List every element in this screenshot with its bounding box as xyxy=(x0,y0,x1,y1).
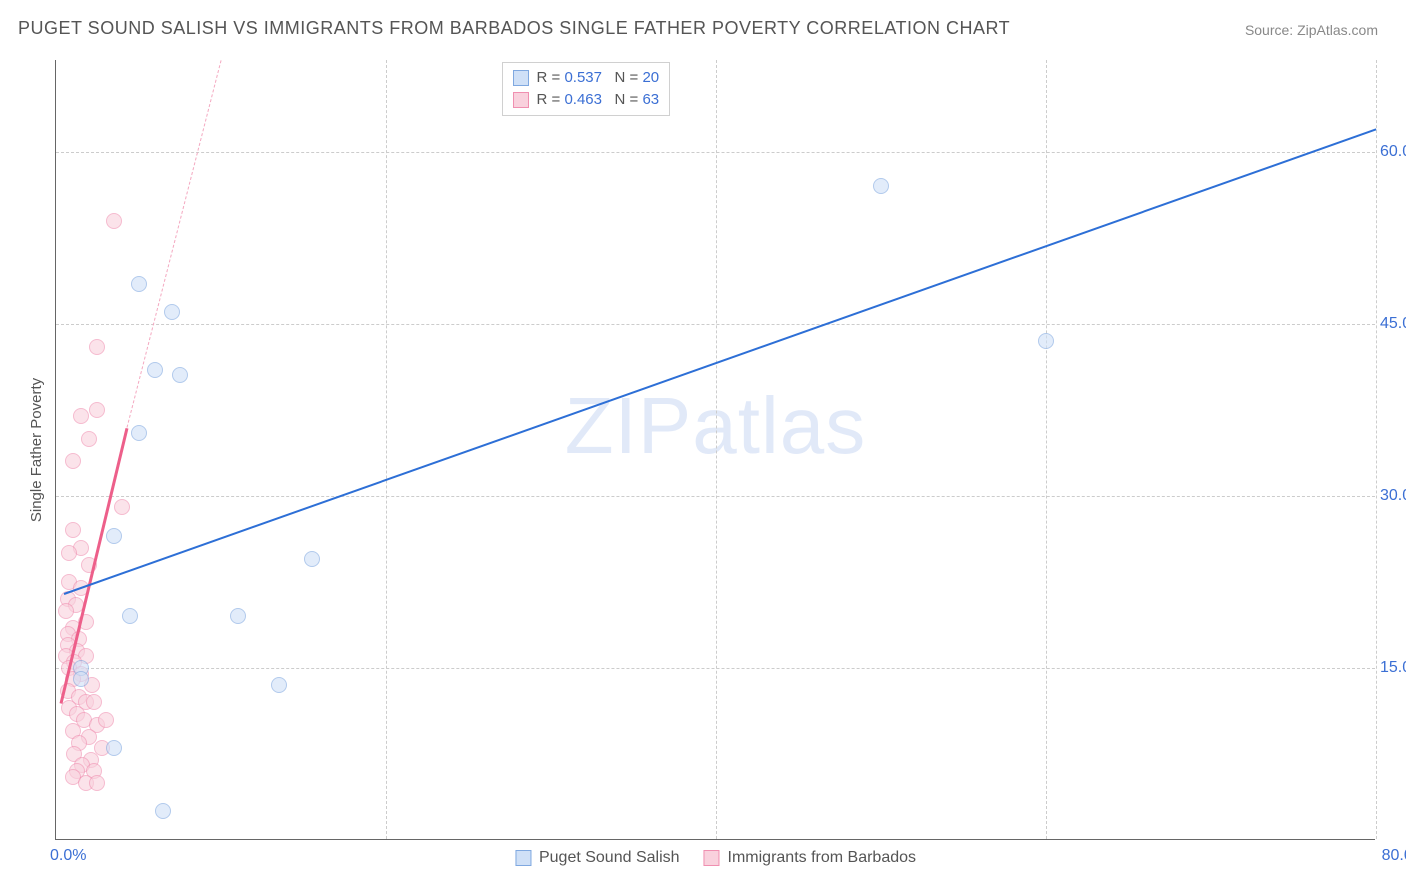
data-point xyxy=(73,408,89,424)
legend-stats: R = 0.537 N = 20R = 0.463 N = 63 xyxy=(502,62,671,116)
data-point xyxy=(1038,333,1054,349)
data-point xyxy=(131,276,147,292)
legend-item: Immigrants from Barbados xyxy=(704,849,917,867)
grid-line-v xyxy=(386,60,387,839)
plot-area: ZIPatlas 15.0%30.0%45.0%60.0%0.0%80.0%R … xyxy=(55,60,1375,840)
data-point xyxy=(73,671,89,687)
legend-label: Puget Sound Salish xyxy=(539,849,680,867)
legend-stats-row: R = 0.537 N = 20 xyxy=(513,67,660,89)
y-tick-label: 60.0% xyxy=(1380,143,1406,161)
y-tick-label: 15.0% xyxy=(1380,659,1406,677)
y-axis-title: Single Father Poverty xyxy=(28,378,45,522)
data-point xyxy=(81,431,97,447)
grid-line-v xyxy=(1046,60,1047,839)
legend-series: Puget Sound Salish Immigrants from Barbad… xyxy=(515,849,916,867)
y-tick-label: 45.0% xyxy=(1380,315,1406,333)
grid-line-v xyxy=(1376,60,1377,839)
legend-item: Puget Sound Salish xyxy=(515,849,680,867)
data-point xyxy=(147,362,163,378)
data-point xyxy=(89,402,105,418)
data-point xyxy=(122,608,138,624)
data-point xyxy=(86,694,102,710)
grid-line-v xyxy=(716,60,717,839)
data-point xyxy=(230,608,246,624)
data-point xyxy=(65,453,81,469)
data-point xyxy=(164,304,180,320)
data-point xyxy=(61,545,77,561)
legend-stat-text: R = 0.463 N = 63 xyxy=(537,89,660,111)
x-tick-label: 80.0% xyxy=(1382,847,1406,865)
data-point xyxy=(58,603,74,619)
data-point xyxy=(106,740,122,756)
data-point xyxy=(89,339,105,355)
data-point xyxy=(106,528,122,544)
chart-container: PUGET SOUND SALISH VS IMMIGRANTS FROM BA… xyxy=(0,0,1406,892)
x-tick-label: 0.0% xyxy=(50,847,86,865)
legend-swatch xyxy=(704,850,720,866)
trend-line xyxy=(64,129,1376,595)
legend-swatch xyxy=(513,92,529,108)
data-point xyxy=(131,425,147,441)
legend-swatch xyxy=(515,850,531,866)
legend-swatch xyxy=(513,70,529,86)
data-point xyxy=(155,803,171,819)
y-tick-label: 30.0% xyxy=(1380,487,1406,505)
legend-label: Immigrants from Barbados xyxy=(728,849,917,867)
data-point xyxy=(172,367,188,383)
legend-stat-text: R = 0.537 N = 20 xyxy=(537,67,660,89)
chart-title: PUGET SOUND SALISH VS IMMIGRANTS FROM BA… xyxy=(18,18,1010,39)
data-point xyxy=(304,551,320,567)
data-point xyxy=(98,712,114,728)
trend-line xyxy=(59,428,128,704)
legend-stats-row: R = 0.463 N = 63 xyxy=(513,89,660,111)
data-point xyxy=(106,213,122,229)
data-point xyxy=(89,775,105,791)
data-point xyxy=(271,677,287,693)
data-point xyxy=(114,499,130,515)
data-point xyxy=(873,178,889,194)
source-label: Source: ZipAtlas.com xyxy=(1245,22,1378,38)
data-point xyxy=(65,522,81,538)
